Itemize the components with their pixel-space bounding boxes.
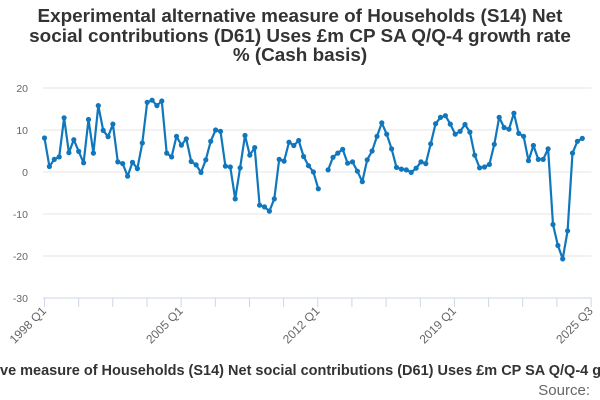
svg-text:2019 Q1: 2019 Q1 [417,304,460,347]
svg-text:2012 Q1: 2012 Q1 [280,304,323,347]
svg-text:-20: -20 [13,251,28,263]
svg-text:10: 10 [16,125,28,137]
svg-text:20: 20 [16,83,28,95]
svg-text:-10: -10 [13,209,28,221]
svg-text:1998 Q1: 1998 Q1 [7,304,50,347]
svg-text:0: 0 [22,167,28,179]
svg-text:2005 Q1: 2005 Q1 [143,304,186,347]
svg-text:2025 Q3: 2025 Q3 [553,304,596,347]
svg-text:-30: -30 [13,293,28,305]
